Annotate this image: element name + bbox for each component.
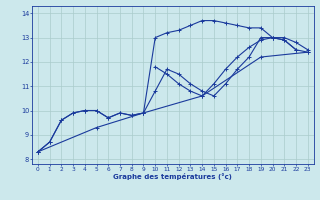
X-axis label: Graphe des températures (°c): Graphe des températures (°c) [113,173,232,180]
